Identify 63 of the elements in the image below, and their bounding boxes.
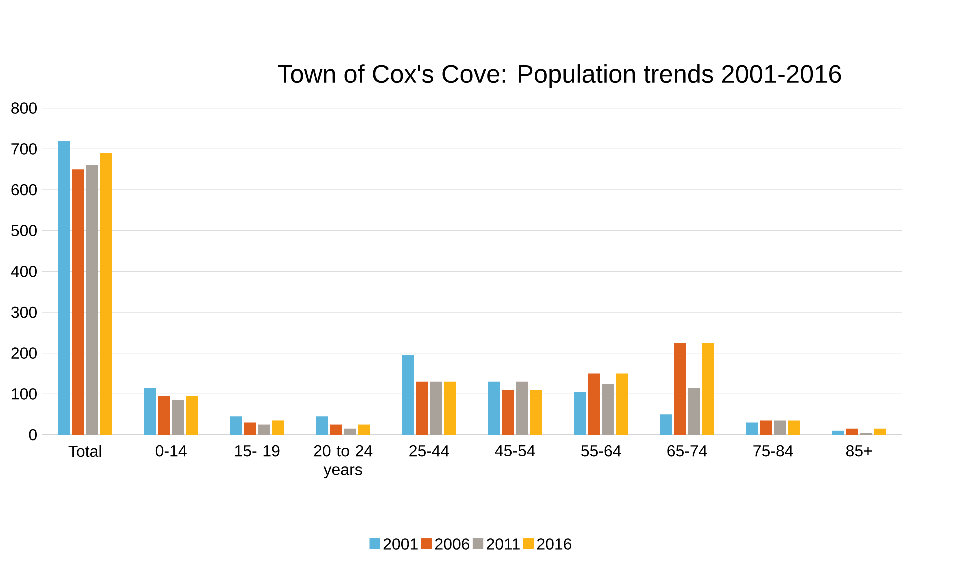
bar (402, 355, 414, 435)
bar (688, 388, 700, 435)
bar (144, 388, 156, 435)
bar (72, 170, 84, 435)
bar (172, 400, 184, 435)
bar (272, 420, 284, 435)
x-tick-label: 15- 19 (235, 445, 280, 457)
legend-label: 2001 (384, 538, 418, 550)
bar (158, 396, 170, 435)
x-tick-label: 0-14 (156, 445, 187, 457)
bar (674, 343, 686, 435)
legend-label: 2006 (435, 538, 470, 550)
x-tick-label: 75-84 (754, 445, 794, 457)
x-tick-label: Total (68, 445, 102, 458)
bar (530, 390, 542, 435)
bar (488, 382, 500, 435)
chart-title: Town of Cox's Cove: Population trends 2001-2016 (278, 64, 842, 88)
bar (746, 422, 758, 435)
x-tick-label: 25-44 (410, 445, 450, 457)
bar (702, 343, 714, 435)
y-tick-label: 0 (29, 429, 38, 441)
y-tick-label: 300 (12, 306, 37, 318)
x-tick-label: 20 to 24 years (314, 445, 373, 479)
bar (186, 396, 198, 435)
y-tick-label: 500 (12, 225, 37, 236)
y-tick-label: 700 (12, 144, 37, 155)
legend-label: 2011 (487, 538, 520, 550)
y-tick-label: 400 (11, 266, 37, 278)
bar (100, 153, 112, 435)
bar (58, 141, 70, 435)
x-tick-label: 65-74 (668, 445, 708, 457)
bar (330, 424, 342, 435)
bar (788, 420, 800, 435)
bar (416, 382, 428, 435)
bar (258, 424, 270, 435)
bar (86, 166, 98, 435)
y-tick-label: 600 (12, 184, 37, 196)
bar (516, 382, 528, 435)
bar (846, 428, 858, 435)
x-tick-label: 55-64 (582, 445, 622, 457)
bar (502, 390, 514, 435)
bar (660, 414, 672, 435)
y-tick-label: 800 (12, 102, 37, 114)
x-tick-label: 85+ (846, 445, 872, 457)
bar (444, 382, 456, 435)
bar (430, 382, 442, 435)
bar (760, 420, 772, 435)
bar (602, 384, 614, 435)
y-tick-label: 100 (12, 388, 37, 400)
bar (832, 430, 844, 435)
bar (230, 416, 242, 435)
bar (774, 420, 786, 435)
legend-label: 2016 (537, 538, 572, 550)
bar (316, 416, 328, 435)
bar (344, 428, 356, 435)
bar (874, 428, 886, 435)
bar (244, 422, 256, 435)
bar (358, 424, 370, 435)
x-tick-label: 45-54 (495, 445, 536, 457)
bar (616, 374, 628, 435)
bar (588, 374, 600, 435)
y-tick-label: 200 (12, 348, 37, 359)
bar (574, 392, 586, 435)
